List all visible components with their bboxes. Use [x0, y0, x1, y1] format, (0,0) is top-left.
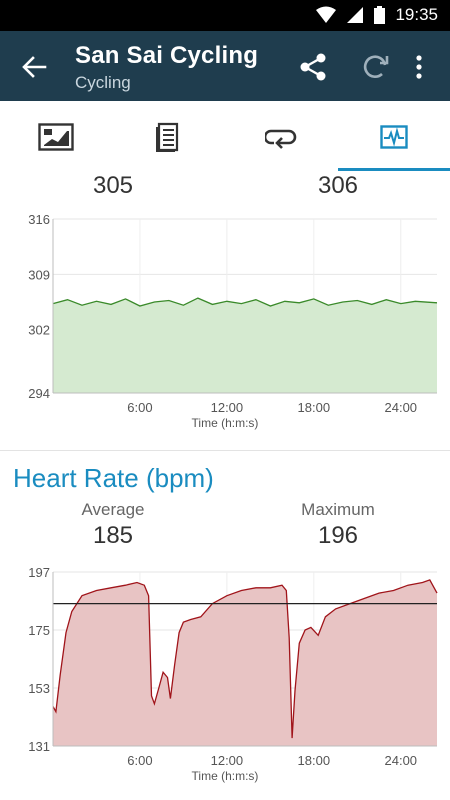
tab-laps[interactable]: [225, 101, 337, 172]
power-y-tick-label: 294: [28, 386, 50, 401]
power-y-tick-label: 302: [28, 323, 50, 338]
power-series-line: [52, 297, 438, 307]
activity-type: Cycling: [75, 73, 131, 92]
hr-area-fill: [53, 579, 437, 746]
selected-tab-indicator: [338, 168, 450, 171]
hr-x-tick-label: 24:00: [385, 753, 418, 768]
hr-x-tick-label: 12:00: [211, 753, 244, 768]
power-chart: 316 309 302 294 6:00 12:00 18:00 24:00 Time (h:m…: [28, 212, 438, 430]
map-icon: [38, 122, 74, 151]
hr-y-tick-label: 153: [28, 681, 50, 696]
activity-title: San Sai Cycling: [75, 42, 259, 69]
status-bar: 19:35: [0, 0, 450, 31]
signal-icon: [346, 6, 364, 24]
chart-icon: [380, 124, 408, 149]
heart-rate-maximum-value: 196: [317, 522, 359, 549]
power-y-tick-label: 309: [28, 267, 50, 282]
tab-charts[interactable]: [338, 101, 450, 172]
power-x-tick-label: 6:00: [127, 400, 152, 415]
hr-x-tick-label: 18:00: [298, 753, 331, 768]
hr-y-tick-label: 131: [28, 739, 50, 754]
share-button[interactable]: [297, 51, 329, 83]
power-area-fill: [53, 298, 437, 393]
more-options-button[interactable]: [404, 51, 434, 83]
heart-rate-average-value: 185: [92, 522, 134, 549]
tab-summary[interactable]: [112, 101, 224, 172]
back-arrow-icon: [22, 56, 47, 78]
tab-bar: [0, 101, 450, 172]
hr-x-axis-label: Time (h:m:s): [192, 769, 259, 783]
power-x-tick-label: 24:00: [385, 400, 418, 415]
heart-rate-title: Heart Rate (bpm): [13, 463, 214, 493]
power-x-tick-label: 12:00: [211, 400, 244, 415]
share-icon: [300, 53, 326, 81]
heart-rate-maximum-label: Maximum: [301, 500, 375, 519]
hr-x-tick-label: 6:00: [127, 753, 152, 768]
power-average-value: 305: [92, 172, 134, 199]
wifi-icon: [316, 6, 337, 24]
battery-icon: [374, 6, 386, 24]
power-x-tick-label: 18:00: [298, 400, 331, 415]
refresh-button[interactable]: [359, 51, 391, 83]
power-y-tick-label: 316: [28, 212, 50, 227]
tab-map[interactable]: [0, 101, 112, 172]
heart-rate-average-label: Average: [81, 500, 145, 519]
laps-icon: [265, 129, 297, 149]
list-icon: [156, 122, 179, 152]
refresh-icon: [363, 55, 389, 79]
more-icon: [416, 55, 422, 79]
power-x-axis-label: Time (h:m:s): [192, 416, 259, 430]
power-maximum-value: 306: [317, 172, 359, 199]
back-button[interactable]: [20, 53, 48, 81]
hr-y-tick-label: 175: [28, 623, 50, 638]
section-divider: [0, 450, 450, 451]
hr-y-tick-label: 197: [28, 565, 50, 580]
app-bar: San Sai Cycling Cycling: [0, 31, 450, 101]
status-time: 19:35: [395, 5, 438, 24]
heart-rate-chart: 197 175 153 131 6:00 12:00 18:00 24:00 Time (h:m…: [28, 565, 438, 783]
